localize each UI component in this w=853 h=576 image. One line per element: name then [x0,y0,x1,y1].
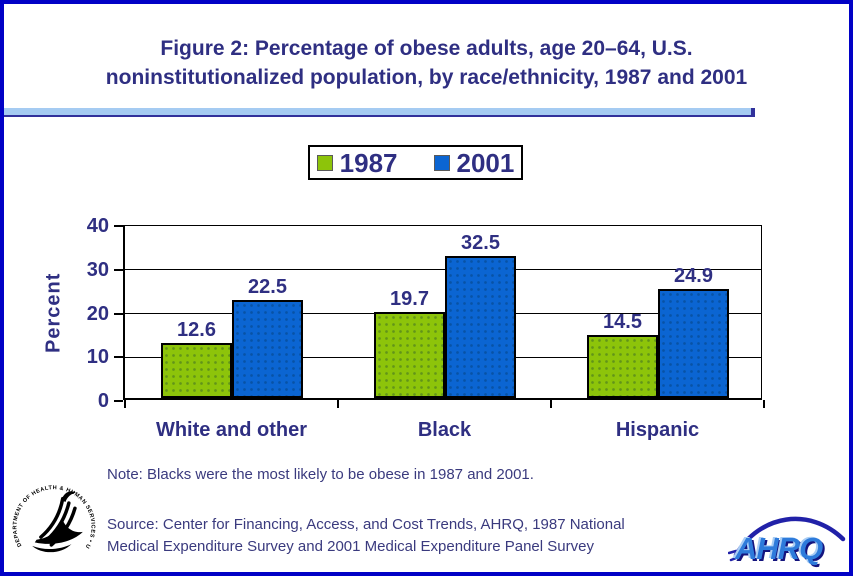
gridline-30 [125,269,761,271]
legend-label-2001: 2001 [456,147,515,178]
category-label-black: Black [417,419,472,441]
legend-swatch-2001 [433,154,450,171]
value-label-1987-2: 19.7 [390,288,429,310]
figure-title-line-1: Figure 2: Percentage of obese adults, ag… [160,37,693,60]
title-divider-bar [4,108,755,117]
value-label-2001-3: 24.9 [674,265,713,287]
y-axis-label-40: 40 [86,215,109,237]
bar-2001-2 [445,256,516,398]
hhs-eagle-icon [32,491,83,553]
figure-title: Figure 2: Percentage of obese adults, ag… [4,34,849,92]
category-label-white-and-other: White and other [155,419,308,441]
y-axis-tick-20 [114,312,123,315]
y-axis-tick-10 [114,356,123,359]
value-label-1987-1: 12.6 [177,319,216,341]
legend-swatch-1987 [316,154,333,171]
legend-item-2001: 2001 [433,147,515,178]
y-axis-label-30: 30 [86,258,109,281]
source-text: Source: Center for Financing, Access, an… [107,516,625,555]
chart-legend: 1987 2001 [308,145,523,180]
ahrq-logo-text: AHRQ [734,531,823,566]
note-text: Note: Blacks were the most likely to be … [107,466,534,483]
legend-item-1987: 1987 [316,147,398,178]
ahrq-logo-text-highlight: AHRQ [732,530,821,565]
ahrq-swoosh-icon [728,516,846,562]
ahrq-logo: AHRQ AHRQ AHRQ [728,516,846,568]
x-axis-tick [337,400,339,408]
x-axis-tick [763,400,765,408]
bar-1987-1 [161,343,232,398]
y-axis-tick-40 [114,225,123,227]
ahrq-logo-text-shadow: AHRQ [736,533,825,568]
y-axis-label-0: 0 [97,390,109,412]
x-axis-tick [124,400,126,408]
value-label-2001-1: 22.5 [248,276,287,298]
x-axis-tick [550,400,552,408]
value-label-2001-2: 32.5 [461,232,500,254]
bar-2001-1 [232,300,303,398]
plot-area: 0 10 20 30 40 White and other 12.6 22.5 Black 19.… [87,215,765,441]
bar-2001-3 [658,289,729,398]
y-axis-label-20: 20 [86,302,109,325]
y-axis-title: Percent [42,272,65,353]
figure-title-line-2: noninstitutionalized population, by race… [105,66,748,89]
category-label-hispanic: Hispanic [615,419,700,441]
hhs-seal-logo: DEPARTMENT OF HEALTH & HUMAN SERVICES • … [10,476,95,553]
y-axis-label-10: 10 [86,346,109,369]
y-axis-tick-30 [114,268,123,271]
bar-1987-3 [587,335,658,398]
bar-1987-2 [374,312,445,398]
value-label-1987-3: 14.5 [603,311,642,333]
y-axis-tick-0 [114,400,123,402]
legend-label-1987: 1987 [339,147,398,178]
